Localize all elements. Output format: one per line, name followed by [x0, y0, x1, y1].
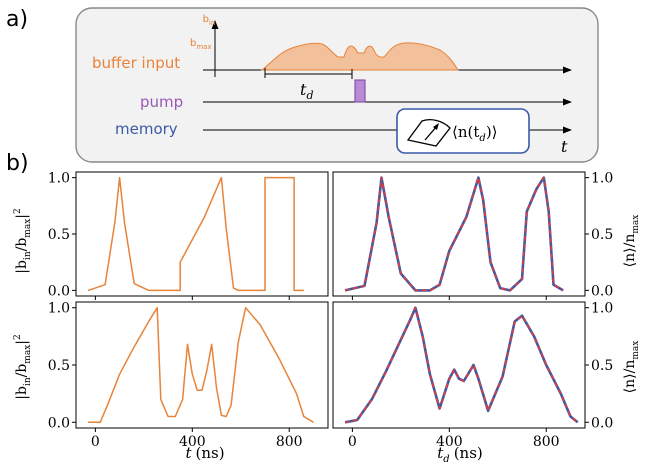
y-tick-label: 1.0	[48, 301, 70, 317]
plot-frame-top-left	[75, 171, 329, 297]
left-ylabel-top: |bin/bmax|2	[13, 208, 33, 274]
y-tick-label: 1.0	[48, 171, 70, 187]
buffer-input-row: buffer input bin bmax td	[92, 14, 572, 102]
measured-series-line	[344, 176, 564, 292]
y-tick-label: 0.0	[591, 415, 613, 431]
plots: 0.0 0.5 1.0 0.0 0.5 1.0 0.0 0.5 1.0 0 400 800 0.0 0.5…	[48, 171, 614, 450]
right-ylabel-bottom: ⟨n⟩/nmax	[622, 341, 641, 394]
x-tick-label: 0	[91, 434, 100, 450]
x-tick-label: 0	[348, 434, 357, 450]
y-tick-label: 0.0	[591, 283, 613, 299]
pump-pulse	[354, 79, 366, 103]
input-series-line	[88, 306, 314, 424]
simulated-series-line	[344, 306, 579, 424]
y-tick-label: 0.5	[48, 358, 70, 374]
pump-row: pump	[140, 79, 572, 111]
buffer-input-label: buffer input	[92, 54, 180, 72]
buffer-input-pulse	[260, 42, 459, 71]
panel-a-label: a)	[6, 7, 28, 32]
x-tick-label: 400	[436, 434, 463, 450]
b-in-label: bin	[203, 14, 216, 27]
x-tick-label: 400	[179, 434, 206, 450]
y-tick-label: 1.0	[591, 171, 613, 187]
y-tick-label: 0.5	[48, 227, 70, 243]
panel-b-label: b)	[6, 151, 29, 176]
simulated-series-line	[344, 176, 564, 292]
memory-axis-arrow	[563, 126, 572, 134]
t-axis-label: t	[561, 137, 568, 156]
plot-frame-bottom-left	[75, 301, 329, 429]
x-tick-label: 800	[533, 434, 560, 450]
y-tick-label: 1.0	[591, 301, 613, 317]
buffer-amplitude-arrow	[211, 20, 219, 29]
buffer-axis-arrow	[563, 66, 572, 74]
y-tick-label: 0.5	[591, 358, 613, 374]
memory-label: memory	[115, 120, 178, 138]
b-max-label: bmax	[190, 38, 212, 51]
right-xlabel: td (ns)	[437, 444, 483, 465]
left-xlabel: t (ns)	[185, 444, 224, 462]
x-tick-label: 800	[276, 434, 303, 450]
memory-row: memory t ⟨n(td)⟩	[115, 108, 572, 156]
y-tick-label: 0.0	[48, 283, 70, 299]
left-ylabel-bottom: |bin/bmax|2	[13, 334, 33, 400]
td-label: td	[300, 80, 313, 102]
input-series-line	[87, 176, 304, 292]
pump-axis-arrow	[563, 98, 572, 106]
y-tick-label: 0.0	[48, 415, 70, 431]
pump-label: pump	[140, 93, 183, 111]
y-tick-label: 0.5	[591, 227, 613, 243]
measured-series-line	[344, 306, 579, 424]
meter-icon	[406, 119, 451, 147]
right-ylabel-top: ⟨n⟩/nmax	[622, 215, 641, 268]
measurement-label: ⟨n(td)⟩	[452, 123, 498, 144]
